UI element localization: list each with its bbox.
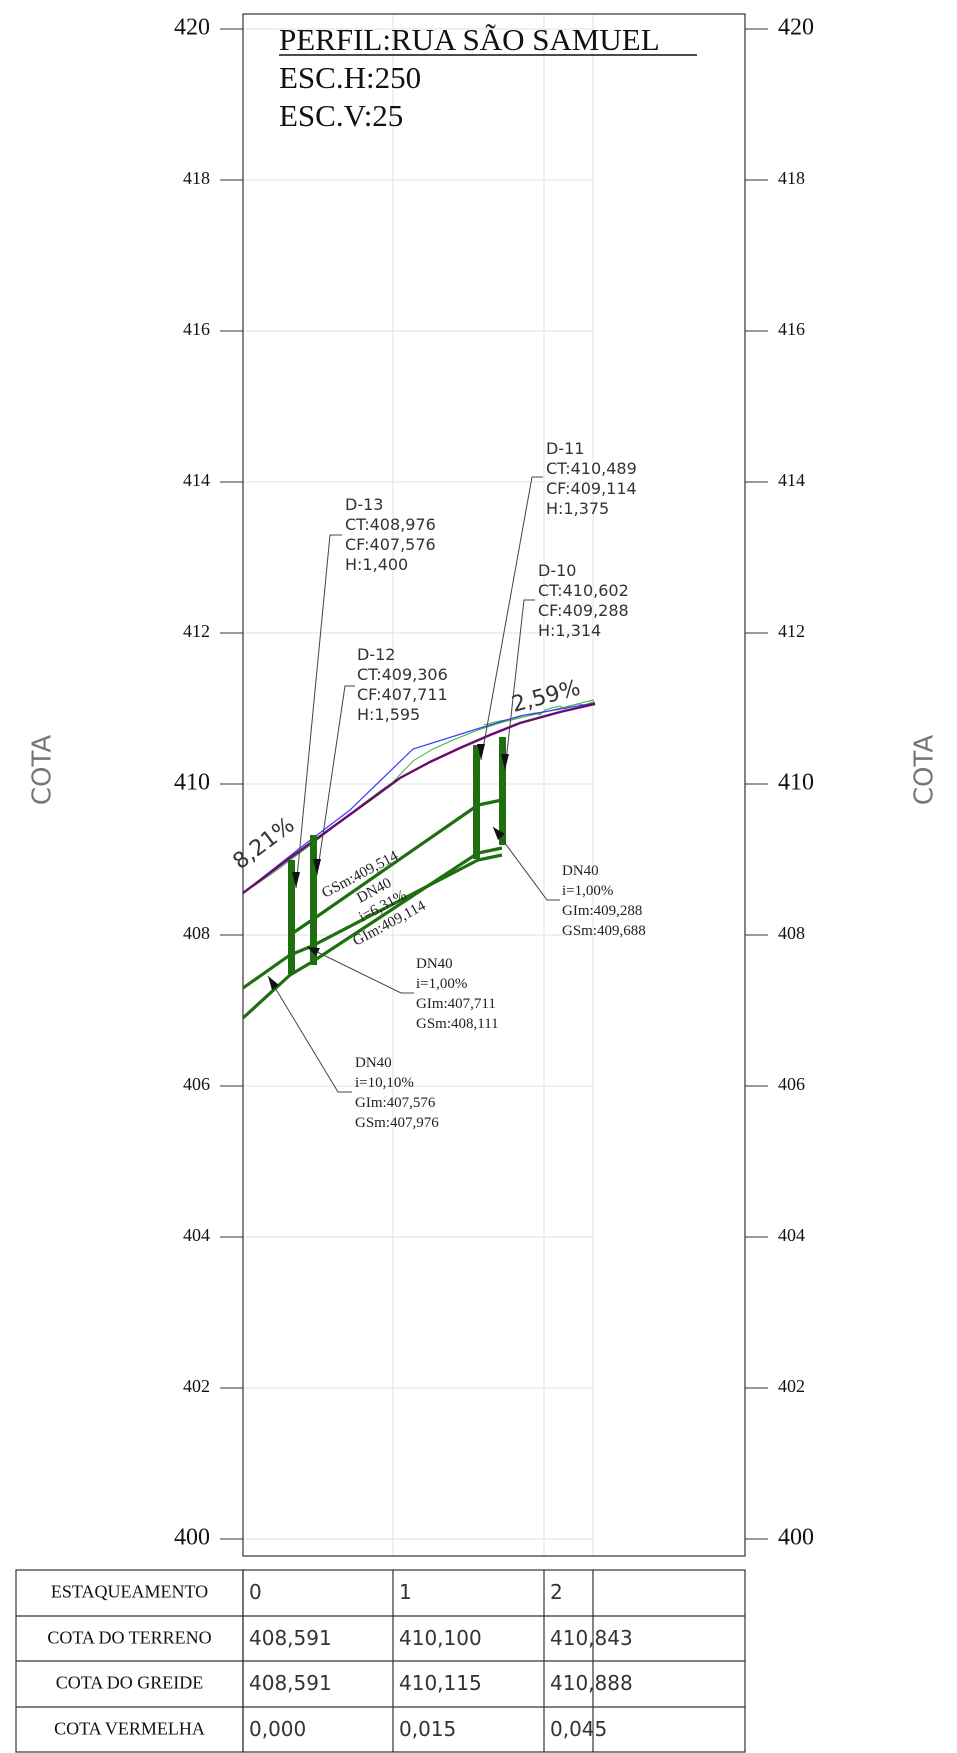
table-cell: 408,591 (249, 1626, 332, 1650)
table-cell: 0,000 (249, 1717, 306, 1741)
pipe2-gim: GIm:407,711 (416, 996, 496, 1012)
tick-label-left-402: 402 (183, 1376, 210, 1396)
d12-id: D-12 (357, 645, 395, 664)
tick-label-left-406: 406 (183, 1074, 210, 1094)
d10-cf: CF:409,288 (538, 601, 629, 620)
elevation-ticks: 420 420 418 418 416 416 414 414 412 412 410 410 408 4… (174, 15, 814, 1551)
tick-label-right-410: 410 (778, 770, 814, 796)
table-cell: 2 (550, 1580, 563, 1604)
pipe2-dn: DN40 (416, 956, 453, 972)
tick-label-right-412: 412 (778, 621, 805, 641)
tick-label-right-420: 420 (778, 15, 814, 41)
profile-table: ESTAQUEAMENTO 0 1 2 COTA DO TERRENO 408,591 41… (15, 1569, 746, 1753)
table-cell: 408,591 (249, 1671, 332, 1695)
tick-label-left-412: 412 (183, 621, 210, 641)
axis-label-left: COTA (28, 735, 58, 805)
annotation-d10: D-10 CT:410,602 CF:409,288 H:1,314 (538, 561, 629, 640)
tick-label-right-408: 408 (778, 923, 805, 943)
leader-d13 (295, 534, 342, 889)
pipe3-gsm: GSm:407,976 (355, 1115, 439, 1131)
d13-id: D-13 (345, 495, 383, 514)
pipe-crown-line (289, 798, 503, 937)
d13-ct: CT:408,976 (345, 515, 436, 534)
annotation-d11: D-11 CT:410,489 CF:409,114 H:1,375 (546, 439, 637, 518)
pipe1-slope: i=1,00% (562, 883, 613, 899)
table-cell: 410,843 (550, 1626, 633, 1650)
d12-cf: CF:407,711 (357, 685, 448, 704)
table-cell: 0,015 (399, 1717, 456, 1741)
pipe3-slope: i=10,10% (355, 1075, 414, 1091)
tick-label-right-402: 402 (778, 1376, 805, 1396)
well-shaft-d13 (288, 860, 295, 974)
annotation-pipe-3: DN40 i=10,10% GIm:407,576 GSm:407,976 (355, 1055, 439, 1131)
d11-id: D-11 (546, 439, 584, 458)
tick-label-right-404: 404 (778, 1225, 805, 1245)
well-shaft-d12 (310, 835, 317, 965)
leader-pipe-2 (306, 946, 414, 994)
pipe2-slope: i=1,00% (416, 976, 467, 992)
tick-label-left-414: 414 (183, 470, 210, 490)
tick-label-left-404: 404 (183, 1225, 210, 1245)
tick-label-left-410: 410 (174, 770, 210, 796)
table-cell: 410,888 (550, 1671, 633, 1695)
well-shaft-d11 (473, 745, 480, 859)
well-shaft-d10 (499, 737, 506, 845)
terrain-line (242, 699, 596, 894)
tick-label-left-408: 408 (183, 923, 210, 943)
table-cell: 410,115 (399, 1671, 482, 1695)
table-row-label: COTA DO TERRENO (47, 1628, 211, 1648)
d11-cf: CF:409,114 (546, 479, 637, 498)
tick-label-right-400: 400 (778, 1525, 814, 1551)
annotation-d13: D-13 CT:408,976 CF:407,576 H:1,400 (345, 495, 436, 574)
greide-line (242, 702, 596, 894)
d13-cf: CF:407,576 (345, 535, 436, 554)
d10-h: H:1,314 (538, 621, 601, 640)
tick-label-left-418: 418 (183, 168, 210, 188)
d10-ct: CT:410,602 (538, 581, 629, 600)
pipe1-gsm: GSm:409,688 (562, 923, 646, 939)
profile-title: PERFIL:RUA SÃO SAMUEL (279, 22, 660, 57)
axis-label-right: COTA (910, 735, 940, 805)
pipe1-gim: GIm:409,288 (562, 903, 642, 919)
d11-ct: CT:410,489 (546, 459, 637, 478)
table-cell: 410,100 (399, 1626, 482, 1650)
annotation-pipe-1: DN40 i=1,00% GIm:409,288 GSm:409,688 (562, 863, 646, 939)
annotation-d12: D-12 CT:409,306 CF:407,711 H:1,595 (357, 645, 448, 724)
leader-d11 (480, 476, 543, 761)
leader-pipe-3 (267, 975, 352, 1093)
pipe3-dn: DN40 (355, 1055, 392, 1071)
vertical-scale: ESC.V:25 (279, 98, 403, 133)
tick-label-right-414: 414 (778, 470, 805, 490)
table-cell: 0 (249, 1580, 262, 1604)
d12-ct: CT:409,306 (357, 665, 448, 684)
tick-label-right-406: 406 (778, 1074, 805, 1094)
d10-id: D-10 (538, 561, 576, 580)
tick-label-left-416: 416 (183, 319, 210, 339)
table-row-label: COTA DO GREIDE (56, 1673, 204, 1693)
pipe2-gsm: GSm:408,111 (416, 1016, 499, 1032)
leader-pipe-1 (492, 826, 560, 901)
leader-d12 (316, 685, 355, 876)
pipe3-gim: GIm:407,576 (355, 1095, 436, 1111)
annotation-pipe-2: DN40 i=1,00% GIm:407,711 GSm:408,111 (416, 956, 499, 1032)
d11-h: H:1,375 (546, 499, 609, 518)
table-row-label: COTA VERMELHA (54, 1719, 205, 1739)
table-cell: 0,045 (550, 1717, 607, 1741)
d13-h: H:1,400 (345, 555, 408, 574)
tick-label-left-400: 400 (174, 1525, 210, 1551)
table-row-label: ESTAQUEAMENTO (51, 1582, 208, 1602)
horizontal-scale: ESC.H:250 (279, 60, 421, 95)
tick-label-right-416: 416 (778, 319, 805, 339)
grid (243, 14, 594, 1556)
d12-h: H:1,595 (357, 705, 420, 724)
tick-label-right-418: 418 (778, 168, 805, 188)
alternate-profile-line (242, 702, 596, 894)
plot-frame (242, 13, 746, 1557)
leader-d10 (504, 599, 535, 771)
tick-label-left-420: 420 (174, 15, 210, 41)
pipe1-dn: DN40 (562, 863, 599, 879)
table-cell: 1 (399, 1580, 412, 1604)
